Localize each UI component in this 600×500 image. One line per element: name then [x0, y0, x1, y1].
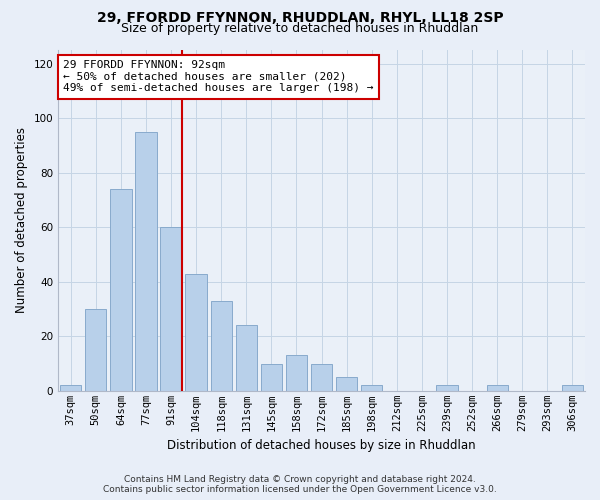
- Text: Size of property relative to detached houses in Rhuddlan: Size of property relative to detached ho…: [121, 22, 479, 35]
- Bar: [286, 356, 307, 391]
- Bar: [160, 228, 182, 391]
- Bar: [261, 364, 282, 391]
- Bar: [361, 386, 382, 391]
- Bar: [60, 386, 82, 391]
- Bar: [110, 189, 131, 391]
- X-axis label: Distribution of detached houses by size in Rhuddlan: Distribution of detached houses by size …: [167, 440, 476, 452]
- Text: 29, FFORDD FFYNNON, RHUDDLAN, RHYL, LL18 2SP: 29, FFORDD FFYNNON, RHUDDLAN, RHYL, LL18…: [97, 11, 503, 25]
- Bar: [487, 386, 508, 391]
- Bar: [311, 364, 332, 391]
- Bar: [236, 326, 257, 391]
- Text: Contains HM Land Registry data © Crown copyright and database right 2024.
Contai: Contains HM Land Registry data © Crown c…: [103, 474, 497, 494]
- Bar: [85, 309, 106, 391]
- Bar: [136, 132, 157, 391]
- Y-axis label: Number of detached properties: Number of detached properties: [15, 128, 28, 314]
- Text: 29 FFORDD FFYNNON: 92sqm
← 50% of detached houses are smaller (202)
49% of semi-: 29 FFORDD FFYNNON: 92sqm ← 50% of detach…: [64, 60, 374, 94]
- Bar: [336, 378, 358, 391]
- Bar: [562, 386, 583, 391]
- Bar: [185, 274, 207, 391]
- Bar: [436, 386, 458, 391]
- Bar: [211, 301, 232, 391]
